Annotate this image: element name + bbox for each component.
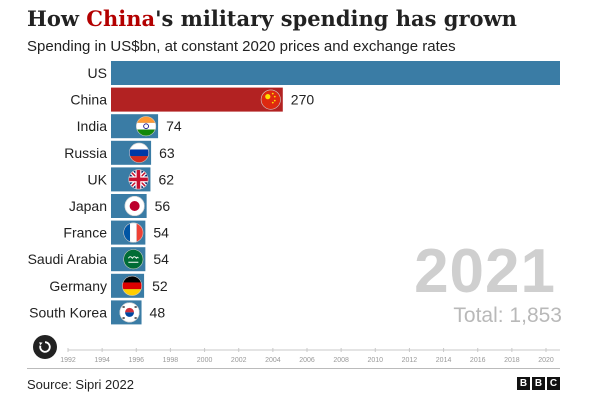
timeline-tick-label: 2014	[436, 357, 452, 364]
category-label: UK	[88, 171, 108, 187]
category-label: US	[88, 65, 107, 81]
chart-title: How China's military spending has grown	[27, 6, 517, 31]
value-label: 56	[155, 198, 171, 214]
germany-flag-icon	[122, 275, 143, 296]
title-post: 's military spending has grown	[155, 6, 517, 31]
saudi-arabia-flag-icon	[123, 249, 144, 270]
value-label: 63	[159, 145, 175, 161]
category-label: China	[70, 92, 107, 108]
chart-subtitle: Spending in US$bn, at constant 2020 pric…	[27, 38, 456, 55]
timeline-tick-label: 1998	[163, 357, 179, 364]
timeline-tick-label: 2010	[367, 357, 383, 364]
title-highlight: China	[86, 6, 156, 31]
timeline-tick-label: 2020	[538, 357, 554, 364]
timeline-tick-label: 2008	[333, 357, 349, 364]
bbc-letter: C	[547, 377, 560, 390]
value-label: 54	[153, 251, 169, 267]
india-flag-icon	[136, 116, 157, 137]
title-pre: How	[27, 6, 87, 31]
russia-flag-icon	[129, 142, 150, 163]
bbc-letter: B	[517, 377, 530, 390]
value-label: 48	[150, 304, 166, 320]
uk-flag-icon	[128, 169, 149, 190]
category-label: South Korea	[29, 304, 107, 320]
category-label: France	[63, 225, 107, 241]
timeline-tick-label: 1992	[60, 357, 76, 364]
category-label: India	[77, 118, 108, 134]
value-label: 62	[158, 171, 174, 187]
category-label: Germany	[49, 278, 107, 294]
france-flag-icon	[123, 222, 144, 243]
footer-divider	[27, 368, 560, 369]
timeline-tick-label: 2004	[265, 357, 281, 364]
south-korea-flag-icon	[119, 302, 140, 323]
total-overlay: Total: 1,853	[453, 304, 562, 327]
replay-button[interactable]	[33, 335, 57, 359]
timeline-tick-label: 2002	[231, 357, 247, 364]
timeline-tick-label: 1996	[128, 357, 144, 364]
category-label: Russia	[64, 145, 107, 161]
value-label: 270	[291, 92, 315, 108]
timeline-tick-label: 2012	[402, 357, 418, 364]
replay-icon	[39, 341, 51, 353]
timeline-tick-label: 2006	[299, 357, 315, 364]
category-label: Saudi Arabia	[28, 251, 108, 267]
bbc-letter: B	[532, 377, 545, 390]
timeline-tick-label: 2018	[504, 357, 520, 364]
value-label: 54	[153, 225, 169, 241]
japan-flag-icon	[124, 196, 145, 217]
timeline-tick-label: 2000	[197, 357, 213, 364]
value-label: 52	[152, 278, 168, 294]
timeline-tick-label: 2016	[470, 357, 486, 364]
us-flag-icon	[578, 63, 598, 83]
timeline-tick-label: 1994	[94, 357, 110, 364]
bar-chart: US768China270India74Russia63UK62Japan56F…	[28, 61, 598, 364]
source-note: Source: Sipri 2022	[27, 377, 134, 392]
category-label: Japan	[69, 198, 107, 214]
value-label: 74	[166, 118, 182, 134]
year-overlay: 2021	[414, 237, 556, 306]
china-flag-icon	[260, 89, 281, 110]
bar	[111, 87, 283, 112]
bbc-logo: B B C	[517, 377, 560, 390]
bar	[111, 61, 560, 85]
